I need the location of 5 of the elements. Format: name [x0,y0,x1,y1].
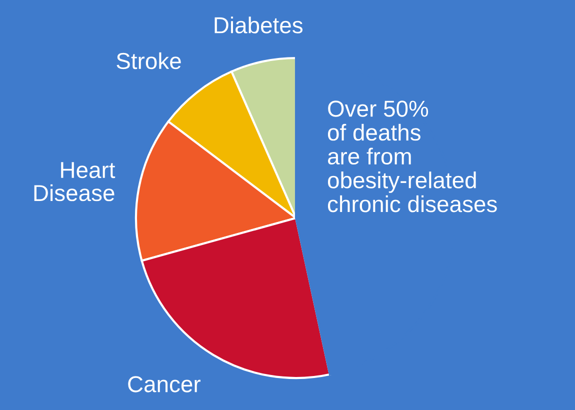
slice-label: Heart Disease [34,162,116,202]
slice-label: Diabetes [214,16,303,34]
slice-label: Stroke [116,52,181,70]
slice-label: Cancer [128,376,200,392]
text: Over 50% of deaths are from obesity-related chronic diseases [328,100,497,212]
